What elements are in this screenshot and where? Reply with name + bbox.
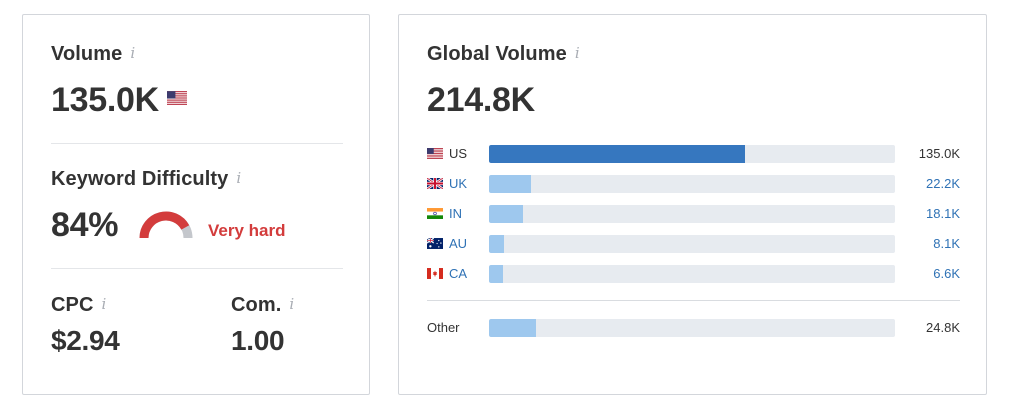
us-flag-icon [167, 91, 188, 105]
competition-label-row: Com. i [231, 294, 294, 317]
uk-flag-icon [427, 178, 443, 189]
difficulty-value: 84% [51, 206, 119, 244]
country-value-us: 135.0K [918, 146, 960, 161]
country-bar-track [489, 175, 895, 193]
difficulty-rating: Very hard [208, 221, 286, 240]
global-volume-value-row: 214.8K [427, 81, 535, 120]
country-value-ca[interactable]: 6.6K [933, 266, 960, 281]
global-volume-card: Global Volume i 214.8K US 135.0K UK 22.2K IN 1… [398, 14, 987, 395]
divider-other [427, 300, 960, 301]
us-flag-icon [427, 148, 443, 159]
global-volume-value: 214.8K [427, 81, 535, 119]
divider-1 [51, 143, 343, 144]
country-bar-track [489, 145, 895, 163]
competition-value-row: 1.00 [231, 325, 285, 357]
other-value: 24.8K [926, 320, 960, 335]
volume-label: Volume [51, 43, 123, 65]
other-bar-fill [489, 319, 536, 337]
difficulty-info-icon[interactable]: i [236, 169, 242, 187]
difficulty-gauge-icon [139, 211, 193, 239]
country-row-in[interactable]: IN 18.1K [427, 205, 960, 223]
other-row: Other 24.8K [427, 319, 960, 337]
country-code-label: AU [449, 236, 468, 251]
country-bar-fill [489, 205, 524, 223]
cpc-info-icon[interactable]: i [101, 295, 107, 313]
divider-2 [51, 268, 343, 269]
country-code-label: CA [449, 266, 468, 281]
volume-value: 135.0K [51, 81, 159, 119]
country-bar-track [489, 235, 895, 253]
country-code-ca[interactable]: CA [427, 265, 467, 283]
country-code-label: IN [449, 206, 462, 221]
competition-info-icon[interactable]: i [289, 295, 295, 313]
volume-value-row: 135.0K [51, 81, 188, 120]
country-bar-fill [489, 235, 505, 253]
country-code-au[interactable]: AU [427, 235, 467, 253]
difficulty-label-row: Keyword Difficulty i [51, 168, 241, 191]
volume-label-row: Volume i [51, 43, 135, 66]
global-volume-info-icon[interactable]: i [574, 44, 580, 62]
other-label: Other [427, 320, 460, 335]
country-value-uk[interactable]: 22.2K [926, 176, 960, 191]
country-row-uk[interactable]: UK 22.2K [427, 175, 960, 193]
country-bar-fill [489, 145, 745, 163]
cpc-value-row: $2.94 [51, 325, 120, 357]
cpc-label: CPC [51, 294, 94, 316]
country-code-label: US [449, 146, 468, 161]
country-code-in[interactable]: IN [427, 205, 462, 223]
country-row-ca[interactable]: CA 6.6K [427, 265, 960, 283]
difficulty-label: Keyword Difficulty [51, 168, 229, 190]
country-value-in[interactable]: 18.1K [926, 206, 960, 221]
country-code-uk[interactable]: UK [427, 175, 467, 193]
cpc-value: $2.94 [51, 325, 120, 356]
country-row-au[interactable]: AU 8.1K [427, 235, 960, 253]
country-bar-track [489, 265, 895, 283]
country-code-us[interactable]: US [427, 145, 467, 163]
country-value-au[interactable]: 8.1K [933, 236, 960, 251]
competition-label: Com. [231, 294, 282, 316]
global-volume-label-row: Global Volume i [427, 43, 580, 66]
competition-value: 1.00 [231, 325, 285, 356]
keyword-overview-card: Volume i 135.0K Keyword Difficulty i 84% V… [22, 14, 370, 395]
volume-info-icon[interactable]: i [130, 44, 136, 62]
country-code-label: UK [449, 176, 468, 191]
au-flag-icon [427, 238, 443, 249]
other-bar-track [489, 319, 895, 337]
in-flag-icon [427, 208, 443, 219]
country-bar-fill [489, 265, 504, 283]
global-volume-label: Global Volume [427, 43, 567, 65]
country-row-us[interactable]: US 135.0K [427, 145, 960, 163]
country-bar-fill [489, 175, 532, 193]
ca-flag-icon [427, 268, 443, 279]
country-bar-track [489, 205, 895, 223]
cpc-label-row: CPC i [51, 294, 106, 317]
